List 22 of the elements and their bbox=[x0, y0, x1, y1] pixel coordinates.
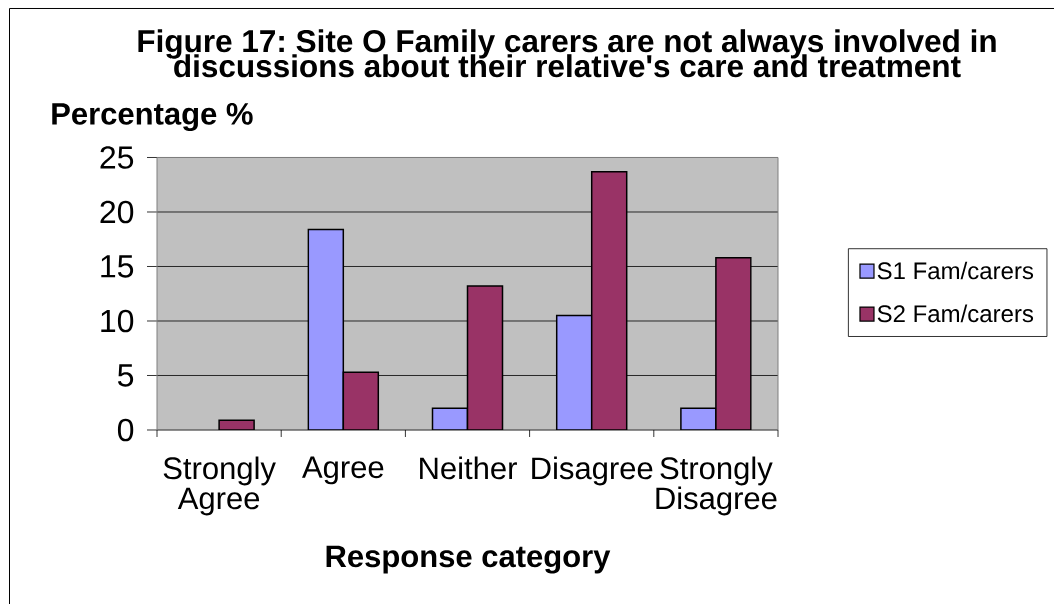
legend-label: S2 Fam/carers bbox=[877, 304, 1034, 323]
bar bbox=[555, 314, 593, 430]
x-tick-label: Neither bbox=[420, 456, 517, 480]
x-tick-label: Agree bbox=[302, 456, 384, 485]
y-axis-title: Percentage % bbox=[52, 102, 253, 132]
legend-label: S1 Fam/carers bbox=[877, 261, 1034, 280]
y-tick-label: 5 bbox=[117, 364, 134, 387]
x-tick-label: Strongly Disagree bbox=[656, 456, 777, 516]
y-tick-label: 0 bbox=[117, 418, 134, 442]
chart-title: Figure 17: Site O Family carers are not always involved in discussions about their relative's care and treatment bbox=[138, 29, 996, 78]
bar bbox=[342, 371, 380, 430]
y-tick-label: 25 bbox=[100, 146, 134, 169]
bar bbox=[590, 170, 628, 430]
bar bbox=[307, 228, 345, 430]
y-tick-label: 10 bbox=[101, 309, 134, 333]
x-axis-title: Response category bbox=[326, 545, 611, 574]
y-tick-label: 20 bbox=[100, 200, 134, 224]
bar bbox=[715, 257, 752, 430]
x-tick-label: Strongly Agree bbox=[163, 456, 276, 516]
x-tick-label: Disagree bbox=[532, 456, 653, 486]
y-tick-label: 15 bbox=[101, 255, 134, 278]
bar bbox=[466, 285, 504, 430]
